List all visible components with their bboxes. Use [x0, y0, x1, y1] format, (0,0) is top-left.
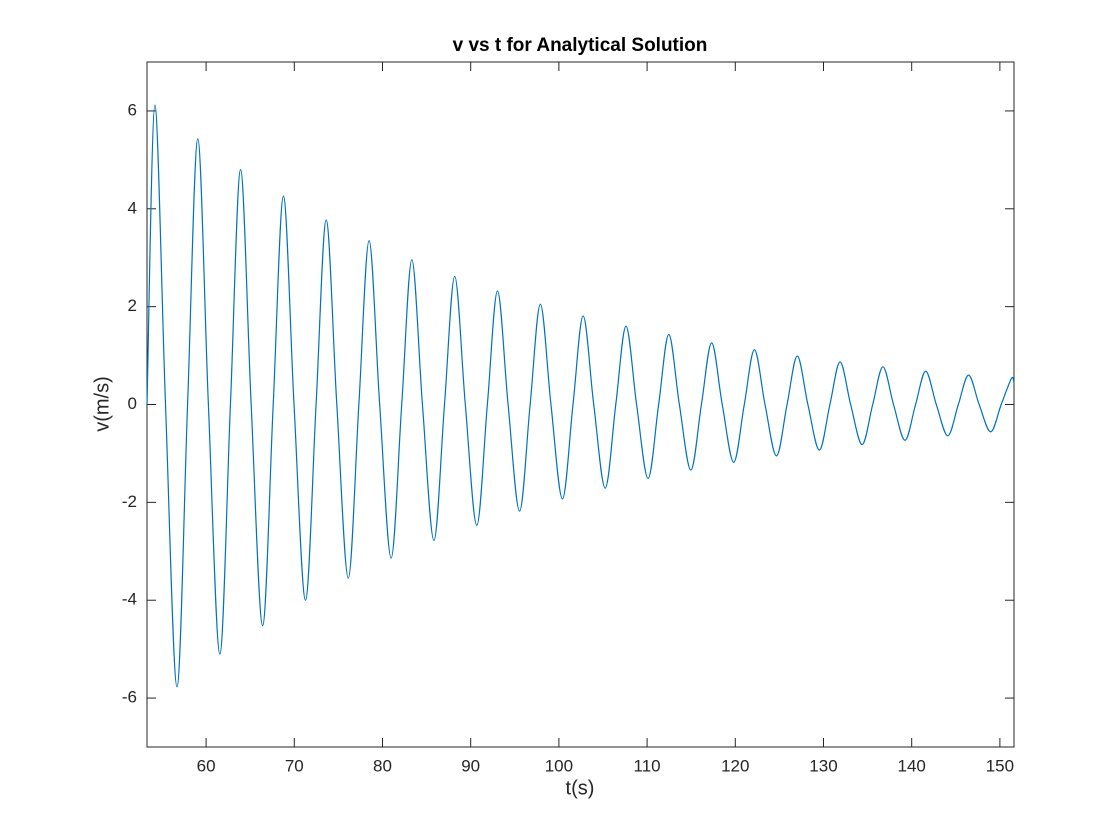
y-tick-label: -6	[122, 688, 137, 707]
y-tick-label: 2	[128, 296, 137, 315]
y-tick-label: 0	[128, 394, 137, 413]
x-tick-label: 140	[898, 756, 926, 775]
x-tick-label: 130	[809, 756, 837, 775]
y-tick-label: 6	[128, 100, 137, 119]
x-tick-label: 80	[373, 756, 392, 775]
x-tick-label: 150	[986, 756, 1014, 775]
x-tick-label: 120	[721, 756, 749, 775]
x-tick-label: 90	[461, 756, 480, 775]
x-tick-label: 70	[285, 756, 304, 775]
y-axis-label: v(m/s)	[91, 376, 113, 432]
y-tick-label: -4	[122, 590, 137, 609]
x-tick-label: 110	[634, 756, 661, 775]
x-tick-label: 60	[197, 756, 216, 775]
x-tick-label: 100	[545, 756, 573, 775]
data-line	[146, 104, 1015, 688]
axes-box	[146, 61, 1015, 748]
x-axis-label: t(s)	[566, 777, 595, 799]
chart-title: v vs t for Analytical Solution	[453, 35, 708, 56]
y-tick-label: 4	[128, 198, 137, 217]
y-tick-label: -2	[122, 492, 137, 511]
